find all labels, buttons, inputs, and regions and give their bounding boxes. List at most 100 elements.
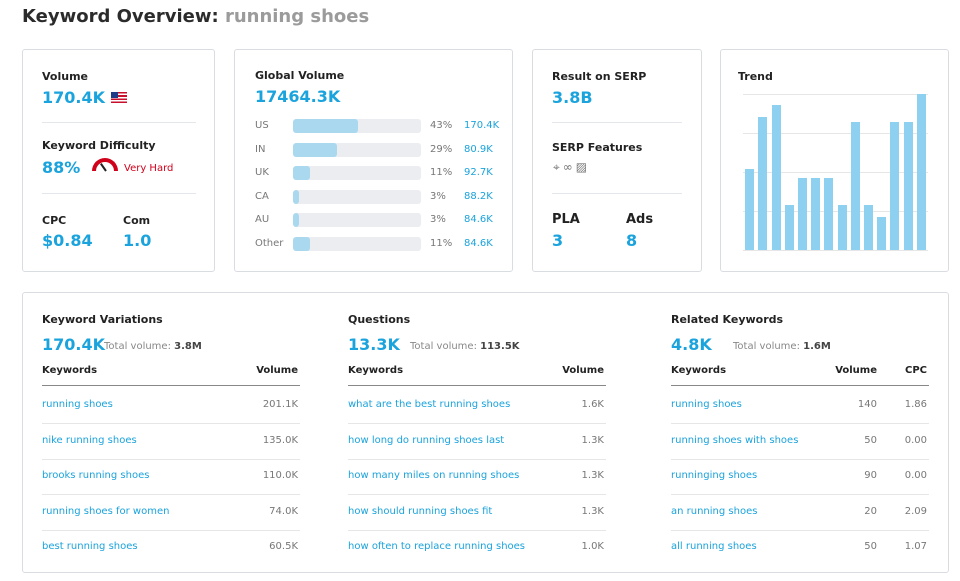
cell-volume: 1.3K [581,505,604,517]
keyword-link[interactable]: how many miles on running shoes [348,470,520,481]
serp-features-icons: ⌖ ∞ ▨ [553,160,590,175]
table-row-divider [42,458,300,460]
questions-count: 13.3K [348,335,400,354]
keyword-link[interactable]: nike running shoes [42,434,137,446]
keyword-link[interactable]: what are the best running shoes [348,399,511,410]
global-volume-row: Other 11% 84.6K [255,236,500,252]
volume-value-text: 170.4K [42,88,106,107]
image-icon: ▨ [575,160,588,174]
keyword-link[interactable]: an running shoes [671,505,758,517]
trend-bar[interactable] [851,122,860,250]
trend-bar[interactable] [758,117,767,250]
cell-volume: 1.3K [581,470,604,481]
table-header-line [42,385,300,386]
keyword-difficulty-value: 88% [42,158,81,177]
share-bar-fill [293,166,310,180]
column-header-volume: Volume [562,365,604,376]
country-volume[interactable]: 84.6K [464,214,493,225]
keyword-link[interactable]: running shoes for women [42,505,170,517]
trend-bar[interactable] [890,122,899,250]
share-bar-track [293,119,421,133]
column-header-keywords: Keywords [42,365,98,376]
trend-grid-line [743,172,928,173]
keyword-link[interactable]: all running shoes [671,541,757,552]
cell-volume: 135.0K [262,434,298,446]
share-percent: 29% [430,143,453,155]
trend-bar[interactable] [864,205,873,250]
country-volume[interactable]: 88.2K [464,190,493,202]
keyword-link[interactable]: runninging shoes [671,470,758,481]
keyword-link[interactable]: how often to replace running shoes [348,541,526,552]
trend-bar[interactable] [798,178,807,250]
trend-bar[interactable] [917,94,926,250]
ads-label: Ads [626,212,654,227]
trend-bar[interactable] [904,122,913,250]
serp-separator-2 [552,193,682,194]
trend-bar[interactable] [877,217,886,250]
cell-cpc: 0.00 [904,434,927,446]
table-row-divider [348,494,606,495]
pla-label: PLA [552,212,580,227]
table-row-divider [671,494,929,495]
keyword-link[interactable]: brooks running shoes [42,470,150,481]
table-row-divider [671,458,929,460]
related-keywords-count: 4.8K [671,335,712,354]
trend-bar[interactable] [745,169,754,250]
share-bar-track [293,142,421,157]
country-volume[interactable]: 92.7K [464,167,493,178]
keyword-link[interactable]: best running shoes [42,541,138,552]
volume-label: Volume [42,70,88,83]
trend-bar[interactable] [824,178,833,250]
share-percent: 11% [430,237,453,249]
country-volume[interactable]: 80.9K [464,143,493,155]
global-volume-row: CA 3% 88.2K [255,189,500,205]
share-bar-fill [293,213,299,227]
keyword-variations-title: Keyword Variations [42,313,163,326]
column-header-volume: Volume [256,365,298,376]
trend-chart [743,94,928,251]
global-volume-card: Global Volume 17464.3K US 43% 170.4K IN 29% 8… [234,49,513,272]
cell-volume: 110.0K [262,470,298,481]
share-bar-fill [293,189,299,204]
table-row-divider [348,423,606,424]
cpc-label: CPC [42,214,67,227]
country-code: Other [255,237,284,249]
share-bar-fill [293,142,337,157]
keyword-link[interactable]: running shoes [671,399,742,410]
keyword-difficulty-label: Keyword Difficulty [42,139,156,152]
pla-value: 3 [552,231,564,250]
cell-volume: 140 [857,399,877,410]
column-header-volume: Volume [835,365,877,376]
trend-bar[interactable] [785,205,794,250]
share-bar-track [293,213,421,227]
total-volume-label: Total volume: [733,341,800,352]
trend-grid-line [743,250,928,251]
trend-bar[interactable] [838,205,847,250]
global-volume-row: UK 11% 92.7K [255,165,500,181]
share-percent: 3% [430,214,446,225]
country-volume[interactable]: 170.4K [464,120,500,131]
keyword-link[interactable]: running shoes with shoes [671,434,799,446]
serp-features-label: SERP Features [552,141,643,154]
total-volume-label: Total volume: [410,341,477,352]
cell-volume: 1.0K [581,541,604,552]
related-keywords-title: Related Keywords [671,313,784,326]
questions-title: Questions [348,313,411,326]
com-label: Com [123,214,151,227]
keyword-link[interactable]: running shoes [42,399,113,410]
table-row-divider [348,458,606,460]
global-volume-row: US 43% 170.4K [255,118,500,134]
trend-bar[interactable] [772,105,781,250]
keyword-link[interactable]: how should running shoes fit [348,505,493,517]
country-volume[interactable]: 84.6K [464,237,493,249]
serp-card: Result on SERP 3.8B SERP Features ⌖ ∞ ▨ PL… [532,49,702,272]
trend-bar[interactable] [811,178,820,250]
keyword-variations-total: Total volume: 3.8M [104,341,202,352]
related-keywords-total: Total volume: 1.6M [733,341,831,352]
share-bar-fill [293,119,358,133]
ads-value: 8 [626,231,638,250]
share-bar-fill [293,236,310,251]
cell-volume: 74.0K [269,505,298,517]
keyword-link[interactable]: how long do running shoes last [348,434,505,446]
result-on-serp-label: Result on SERP [552,70,647,83]
